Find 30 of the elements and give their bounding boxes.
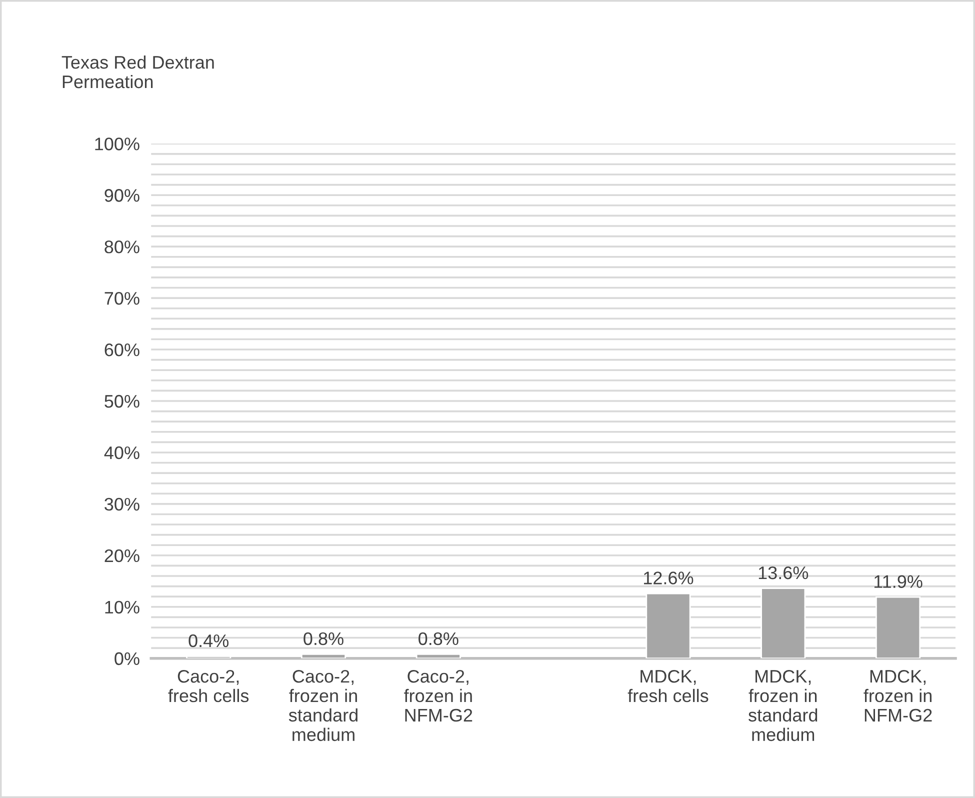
y-tick-label: 90%: [104, 189, 140, 202]
bar: [646, 592, 691, 658]
y-tick-label: 100%: [95, 138, 140, 150]
y-tick-label: 10%: [105, 600, 140, 614]
data-label: 0.8%: [418, 632, 458, 646]
y-tick-label: 80%: [104, 240, 140, 254]
data-label: 13.6%: [758, 566, 808, 580]
data-label: 12.6%: [644, 572, 694, 584]
x-tick-label: MDCK, fresh cells: [628, 670, 708, 702]
x-tick-label: Caco-2, fresh cells: [168, 670, 249, 702]
y-tick-label: 20%: [104, 549, 140, 562]
x-tick-label: Caco-2, frozen in NFM-G2: [404, 670, 472, 722]
y-tick-label: 40%: [104, 446, 140, 460]
bar: [186, 656, 232, 658]
x-tick-label: MDCK, frozen in NFM-G2: [864, 670, 932, 722]
y-tick-label: 70%: [104, 292, 140, 305]
data-label: 0.8%: [304, 632, 344, 646]
y-tick-label: 30%: [104, 498, 140, 511]
bar: [876, 596, 921, 658]
data-label: 11.9%: [874, 575, 922, 588]
x-tick-label: MDCK, frozen in standard medium: [748, 670, 818, 742]
y-tick-label: 60%: [104, 343, 140, 356]
y-tick-label: 0%: [114, 652, 140, 666]
y-tick-label: 50%: [104, 394, 140, 408]
bar: [416, 654, 461, 658]
bar: [760, 588, 806, 658]
bar: [300, 654, 346, 658]
x-tick-label: Caco-2, frozen in standard medium: [288, 670, 358, 742]
y-axis-title: Texas Red Dextran Permeation: [62, 55, 214, 88]
data-label: 0.4%: [188, 634, 229, 648]
